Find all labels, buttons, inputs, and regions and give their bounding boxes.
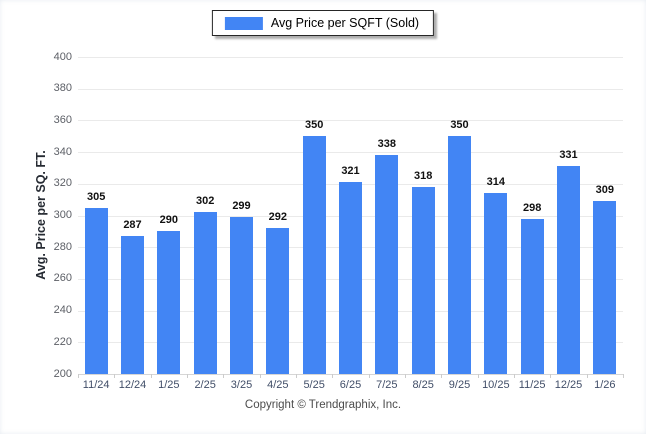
axis-tick bbox=[78, 374, 79, 378]
x-axis-tick-label: 2/25 bbox=[194, 379, 216, 391]
bar bbox=[520, 218, 544, 374]
y-axis-tick-label: 260 bbox=[53, 272, 72, 285]
x-axis-tick-label: 6/25 bbox=[339, 379, 362, 391]
gridline bbox=[78, 120, 623, 122]
bar-value-label: 299 bbox=[232, 200, 251, 213]
y-axis-tick-label: 300 bbox=[53, 209, 72, 221]
bar-value-label: 350 bbox=[304, 119, 324, 132]
axis-tick bbox=[441, 374, 443, 378]
gridline bbox=[78, 88, 623, 90]
bar-value-label: 309 bbox=[595, 184, 614, 197]
axis-tick bbox=[332, 374, 334, 378]
bar bbox=[266, 228, 290, 374]
axis-tick bbox=[368, 374, 370, 378]
copyright-text: Copyright © Trendgraphix, Inc. bbox=[244, 399, 402, 411]
x-axis-tick-label: 9/25 bbox=[448, 379, 471, 391]
y-axis-tick-label: 380 bbox=[53, 82, 72, 95]
legend-label: Avg Price per SQFT (Sold) bbox=[270, 16, 420, 30]
bar-value-label: 305 bbox=[86, 190, 106, 203]
y-axis-tick-label: 220 bbox=[53, 335, 72, 348]
gridline bbox=[78, 374, 623, 375]
y-axis-tick-label: 360 bbox=[53, 113, 72, 126]
bar bbox=[593, 201, 617, 374]
legend: Avg Price per SQFT (Sold) bbox=[211, 10, 435, 36]
x-axis-tick-label: 4/25 bbox=[267, 379, 289, 391]
x-axis-tick-label: 8/25 bbox=[412, 379, 434, 391]
axis-tick bbox=[514, 374, 515, 378]
axis-tick bbox=[223, 374, 225, 378]
y-axis-tick-label: 280 bbox=[53, 240, 72, 253]
bar-value-label: 287 bbox=[123, 219, 142, 232]
bar bbox=[193, 212, 217, 374]
bar-value-label: 321 bbox=[341, 165, 360, 178]
bar-value-label: 292 bbox=[268, 211, 287, 224]
bar bbox=[339, 182, 362, 374]
y-axis-tick-label: 200 bbox=[53, 367, 72, 380]
axis-tick bbox=[259, 374, 261, 378]
x-axis-tick-label: 7/25 bbox=[376, 379, 398, 391]
bar-value-label: 331 bbox=[559, 149, 578, 162]
bar-value-label: 302 bbox=[195, 195, 215, 208]
bar-value-label: 350 bbox=[450, 119, 469, 132]
bar bbox=[157, 231, 181, 374]
bar bbox=[302, 136, 326, 374]
bar bbox=[375, 155, 399, 374]
y-axis-tick-label: 240 bbox=[53, 304, 72, 317]
bar bbox=[84, 207, 108, 374]
y-axis-tick-label: 400 bbox=[53, 50, 72, 63]
x-axis-tick-label: 5/25 bbox=[303, 379, 325, 391]
x-axis-tick-label: 1/25 bbox=[158, 379, 180, 391]
plot-area bbox=[78, 57, 624, 378]
y-axis-tick-label: 320 bbox=[53, 177, 72, 190]
bar bbox=[484, 193, 508, 374]
bar bbox=[411, 186, 435, 374]
x-axis-tick-label: 11/25 bbox=[518, 379, 546, 391]
x-axis-tick-label: 11/24 bbox=[82, 379, 110, 391]
bar bbox=[121, 236, 144, 374]
legend-swatch bbox=[224, 16, 263, 30]
x-axis-tick-label: 12/25 bbox=[554, 379, 583, 391]
bar bbox=[448, 136, 471, 374]
x-axis-tick-label: 3/25 bbox=[230, 379, 253, 391]
gridline bbox=[78, 152, 623, 154]
axis-tick bbox=[586, 374, 588, 378]
bar-value-label: 314 bbox=[486, 176, 505, 189]
bar-value-label: 298 bbox=[522, 201, 542, 214]
x-axis-tick-label: 12/24 bbox=[118, 379, 147, 391]
axis-tick bbox=[550, 374, 552, 378]
y-axis-tick-label: 340 bbox=[53, 145, 72, 158]
axis-tick bbox=[623, 374, 624, 378]
bar-value-label: 318 bbox=[413, 169, 433, 182]
axis-tick bbox=[187, 374, 188, 378]
bar bbox=[230, 217, 253, 374]
x-axis-tick-label: 10/25 bbox=[482, 379, 510, 391]
axis-tick bbox=[150, 374, 152, 378]
gridline bbox=[78, 57, 623, 58]
x-axis-tick-label: 1/26 bbox=[594, 379, 616, 391]
axis-tick bbox=[296, 374, 297, 378]
axis-tick bbox=[477, 374, 479, 378]
bar-value-label: 338 bbox=[377, 138, 396, 151]
axis-tick bbox=[405, 374, 406, 378]
axis-tick bbox=[114, 374, 116, 378]
bar bbox=[557, 166, 580, 374]
bar-value-label: 290 bbox=[159, 214, 178, 227]
